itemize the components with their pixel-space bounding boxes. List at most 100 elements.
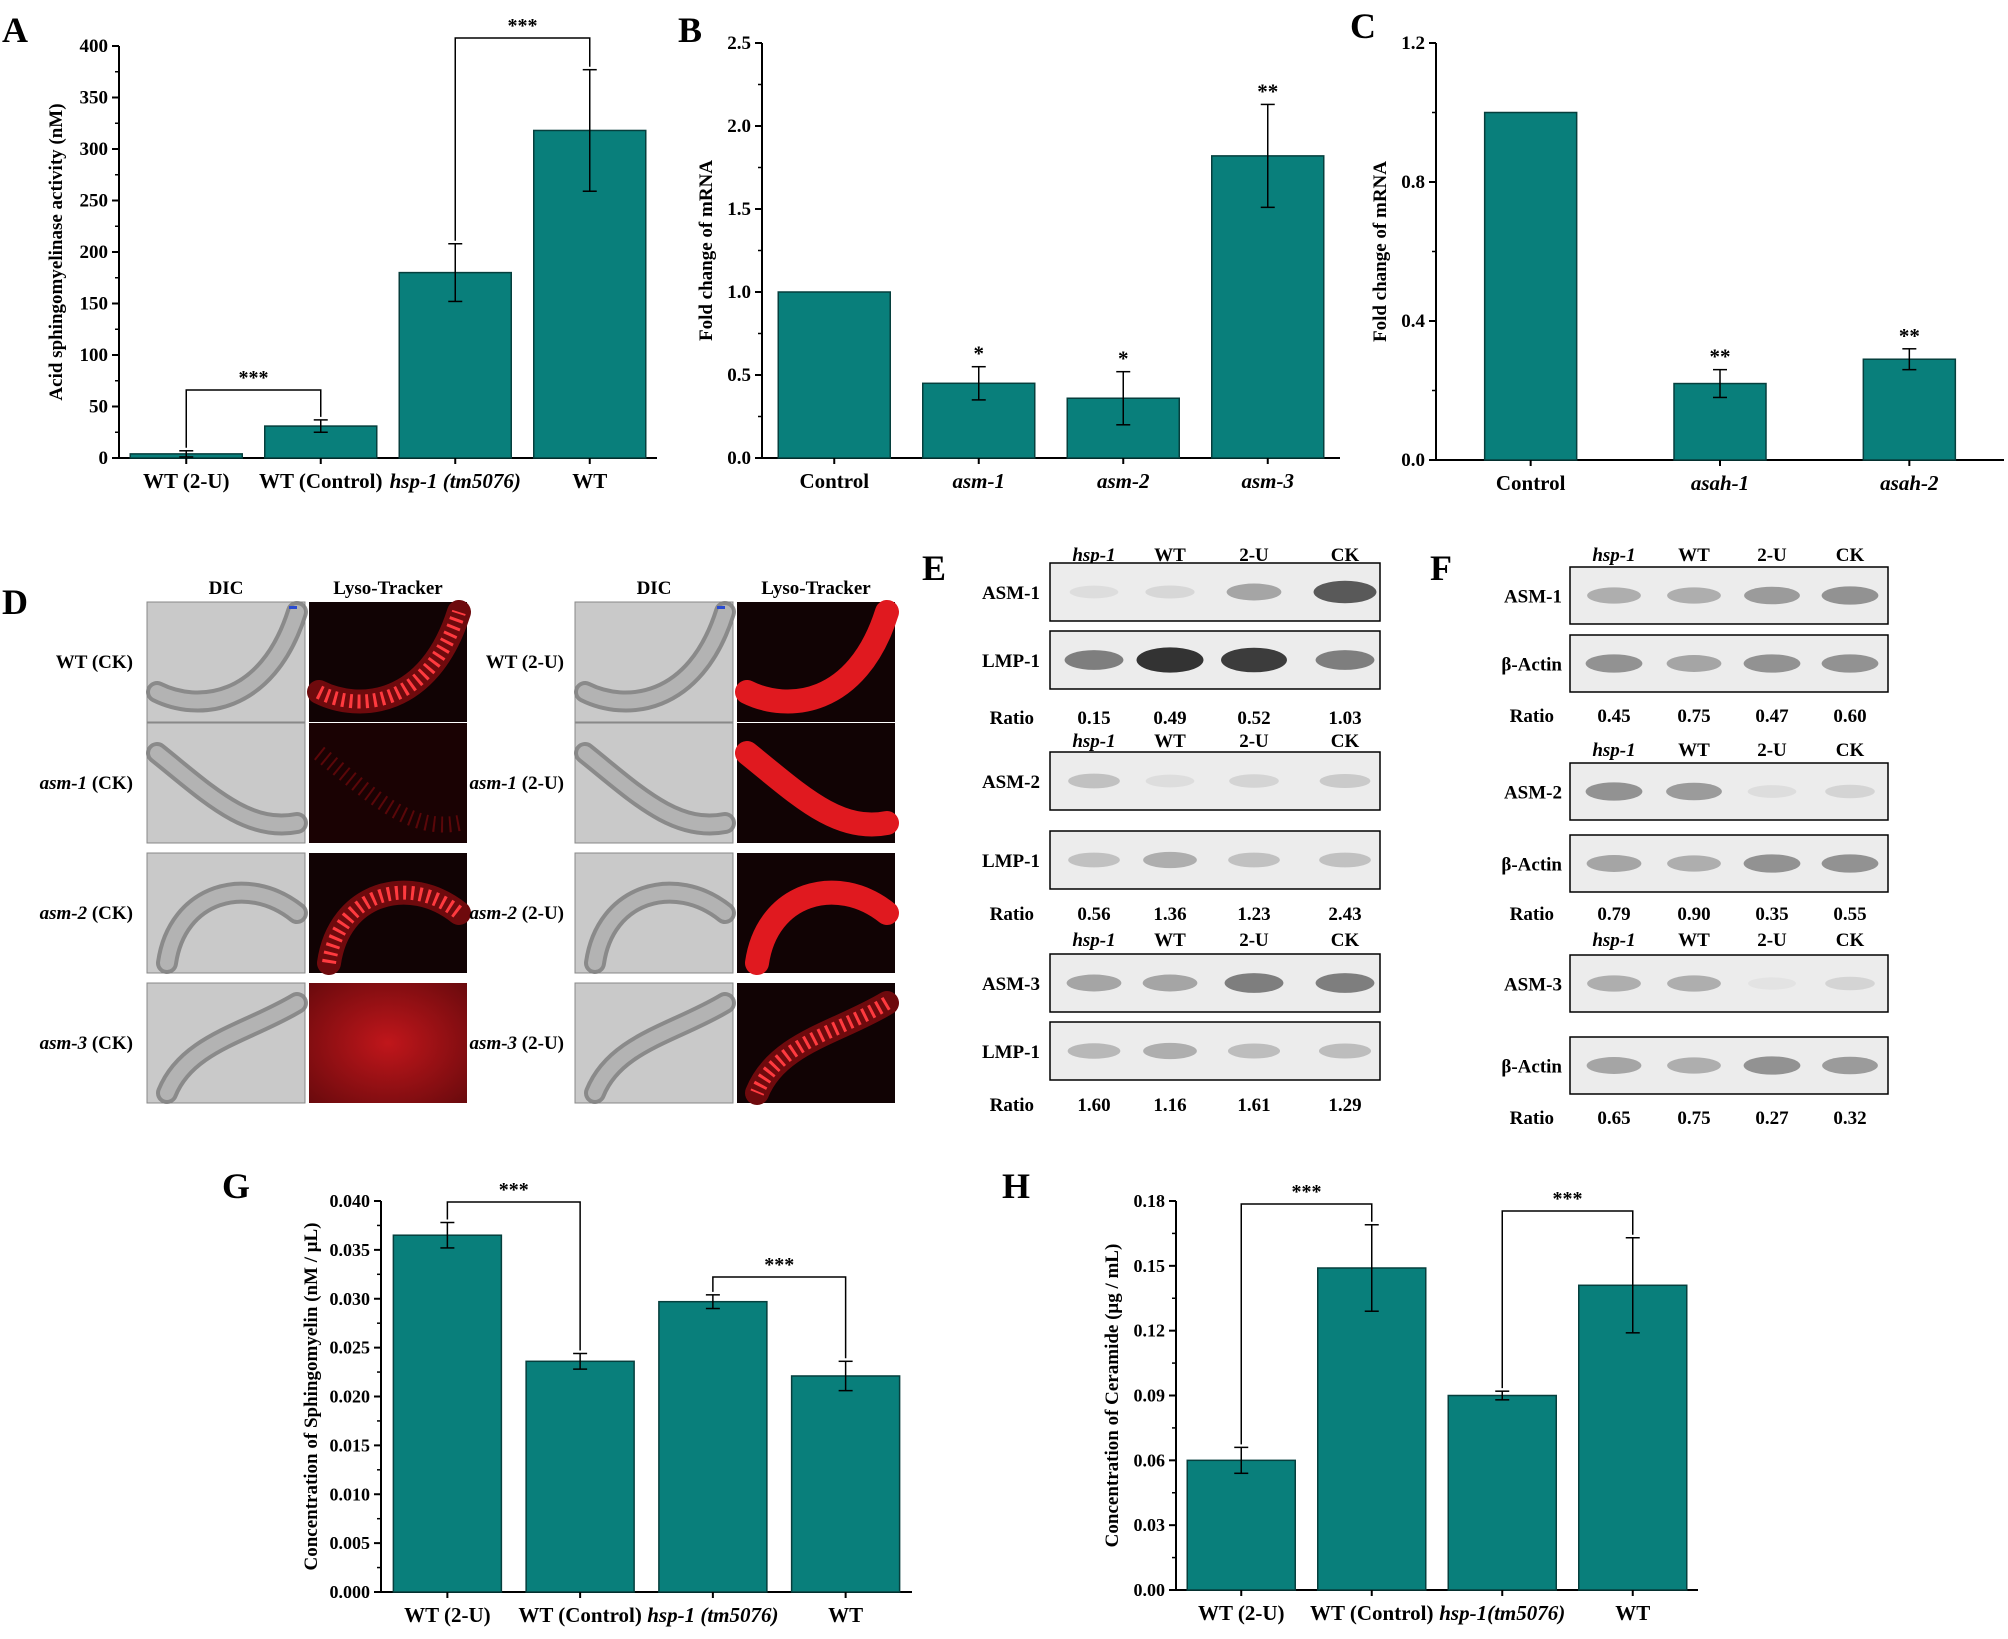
blot-band bbox=[1145, 585, 1195, 599]
scale-bar bbox=[289, 606, 297, 609]
blot-band bbox=[1822, 1056, 1878, 1075]
ratio-value: 1.36 bbox=[1153, 904, 1186, 925]
target-protein-label: ASM-3 bbox=[1504, 975, 1562, 996]
significance-stars: *** bbox=[1553, 1188, 1583, 1210]
x-category-label: WT (2-U) bbox=[143, 469, 230, 493]
y-tick-label: 0.12 bbox=[1134, 1321, 1166, 1341]
ratio-label: Ratio bbox=[990, 1095, 1034, 1116]
ratio-value: 1.61 bbox=[1237, 1095, 1270, 1116]
bar-hsp-1-tm5076- bbox=[1447, 1394, 1557, 1591]
significance-star: * bbox=[1118, 347, 1129, 371]
y-tick-label: 300 bbox=[80, 139, 109, 160]
y-tick-label: 1.5 bbox=[727, 199, 751, 220]
chart-a: 0 50 100 150 200 250 300 350 400 Acid sphingomyel… bbox=[46, 36, 657, 493]
y-tick-label: 0.0 bbox=[1401, 450, 1425, 471]
panel-label-c: C bbox=[1350, 6, 1376, 46]
ratio-value: 0.45 bbox=[1597, 706, 1630, 727]
blot-group-asm-3: hsp-1 WT 2-U CK ASM-3 β-Actin Ratio 0.65 0.75 0.2… bbox=[1501, 930, 1889, 1129]
micro-col-header: Lyso-Tracker bbox=[333, 578, 443, 599]
ratio-value: 0.55 bbox=[1833, 904, 1866, 925]
ratio-value: 0.49 bbox=[1153, 708, 1186, 729]
blot-band bbox=[1666, 655, 1722, 672]
x-category-label: Control bbox=[1496, 471, 1566, 495]
significance-star: * bbox=[974, 342, 985, 366]
blot-band bbox=[1226, 583, 1282, 601]
x-category-label: asm-2 bbox=[1097, 469, 1150, 493]
x-category-label: asm-3 bbox=[1242, 469, 1295, 493]
blot-band bbox=[1145, 774, 1195, 788]
significance-stars: *** bbox=[1292, 1181, 1322, 1203]
worm-body bbox=[578, 605, 732, 709]
y-axis-label: Fold change of mRNA bbox=[1370, 161, 1391, 342]
y-tick-label: 1.0 bbox=[727, 282, 751, 303]
ratio-value: 0.47 bbox=[1755, 706, 1789, 727]
blot-band bbox=[1743, 854, 1801, 873]
lane-label: CK bbox=[1331, 545, 1360, 566]
micro-col-header: DIC bbox=[209, 578, 244, 599]
y-tick-label: 0.025 bbox=[330, 1338, 371, 1358]
micro-row-label: asm-1 (2-U) bbox=[470, 773, 564, 794]
significance-bracket bbox=[712, 1276, 847, 1359]
blot-band bbox=[1667, 855, 1721, 872]
ratio-value: 0.56 bbox=[1077, 904, 1110, 925]
significance-stars: *** bbox=[499, 1179, 529, 1201]
blot-band bbox=[1821, 854, 1879, 873]
panel-label-d: D bbox=[2, 582, 28, 622]
micro-row-label: asm-2 (CK) bbox=[40, 903, 133, 924]
ratio-value: 0.75 bbox=[1677, 1108, 1710, 1129]
worm-body bbox=[160, 885, 304, 970]
blot-band bbox=[1585, 654, 1643, 673]
micro-col-header: DIC bbox=[637, 578, 672, 599]
lane-label: WT bbox=[1678, 545, 1710, 566]
significance-stars: *** bbox=[764, 1254, 794, 1276]
blot-group-asm-2: hsp-1 WT 2-U CK ASM-2 β-Actin Ratio 0.79 0.90 0.3… bbox=[1501, 740, 1889, 925]
ratio-value: 0.27 bbox=[1755, 1108, 1789, 1129]
blot-band bbox=[1585, 782, 1643, 801]
x-category-label: WT (Control) bbox=[259, 469, 382, 493]
significance-bracket bbox=[1240, 1203, 1373, 1445]
x-category-label: WT (2-U) bbox=[404, 1603, 491, 1627]
fluorescent-worm bbox=[745, 880, 899, 975]
blot-band bbox=[1587, 587, 1641, 604]
ratio-value: 1.29 bbox=[1328, 1095, 1361, 1116]
x-category-label: Control bbox=[799, 469, 869, 493]
western-blot-e: hsp-1 WT 2-U CK ASM-1 LMP-1 Ratio 0.15 0.49 0.52 1… bbox=[982, 545, 1381, 1116]
micro-col-header: Lyso-Tracker bbox=[761, 578, 871, 599]
chart-c: 0.0 0.4 0.8 1.2 Fold change of mRNA Control as… bbox=[1370, 33, 2004, 495]
panel-label-b: B bbox=[678, 10, 702, 50]
fluorescent-worm bbox=[745, 991, 899, 1105]
x-category-label: hsp-1 (tm5076) bbox=[647, 1603, 778, 1627]
panel-label-g: G bbox=[222, 1166, 250, 1206]
blot-group-asm-1: hsp-1 WT 2-U CK ASM-1 β-Actin Ratio 0.45 0.75 0.4… bbox=[1501, 545, 1889, 727]
lane-label: hsp-1 bbox=[1072, 731, 1115, 752]
lane-label: 2-U bbox=[1757, 545, 1787, 566]
bar-control bbox=[1483, 111, 1578, 461]
significance-bracket bbox=[185, 389, 322, 448]
blot-band bbox=[1586, 1057, 1642, 1074]
ratio-value: 0.35 bbox=[1755, 904, 1788, 925]
microscopy-panel: DIC Lyso-Tracker WT (CK) asm-1 (CK) asm-2 (C… bbox=[40, 578, 899, 1105]
bar-hsp-1-tm5076- bbox=[658, 1300, 768, 1593]
ratio-value: 1.23 bbox=[1237, 904, 1270, 925]
lane-label: 2-U bbox=[1239, 731, 1269, 752]
blot-band bbox=[1587, 975, 1641, 992]
blot-band bbox=[1821, 654, 1879, 673]
micro-row-label: asm-2 (2-U) bbox=[470, 903, 564, 924]
blot-band bbox=[1747, 785, 1797, 798]
y-tick-label: 0.000 bbox=[330, 1582, 371, 1602]
ratio-value: 1.16 bbox=[1153, 1095, 1186, 1116]
bar-control bbox=[777, 291, 891, 459]
y-tick-label: 0 bbox=[99, 448, 109, 469]
ratio-value: 0.79 bbox=[1597, 904, 1630, 925]
y-tick-label: 50 bbox=[89, 397, 108, 418]
fluorescent-worm bbox=[735, 600, 899, 714]
blot-band bbox=[1821, 586, 1879, 605]
y-tick-label: 0.4 bbox=[1401, 311, 1425, 332]
blot-band bbox=[1667, 975, 1721, 992]
blot-band bbox=[1315, 973, 1375, 993]
fluorescent-worm bbox=[735, 741, 899, 837]
worm-body bbox=[150, 605, 304, 709]
y-axis-label: Acid sphingomyelinase activity (nM) bbox=[46, 103, 67, 400]
significance-star: ** bbox=[1899, 324, 1920, 348]
worm-body bbox=[578, 746, 732, 832]
